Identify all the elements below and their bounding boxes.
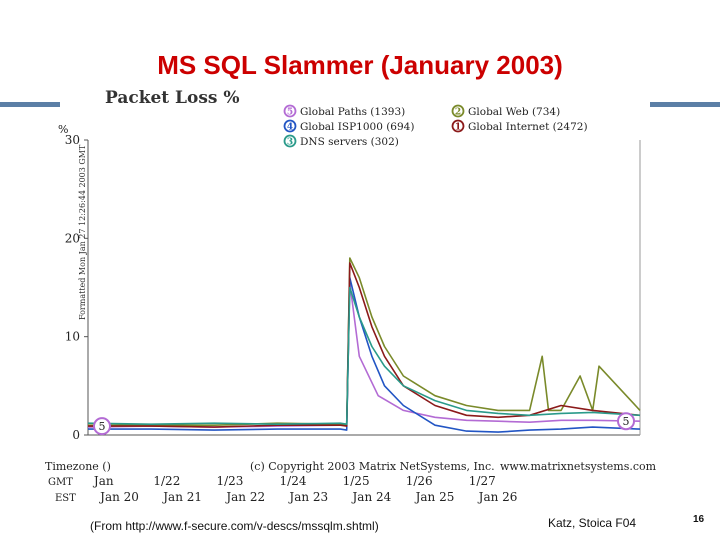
legend-number: 4 [287,123,293,133]
series-line [88,276,641,433]
side-timestamp-label: Formatted Mon Jan 27 12:26:44 2003 GMT [78,144,87,320]
legend-item: 2 Global Web (734) [451,104,560,118]
legend-label: DNS servers (302) [300,136,399,148]
gmt-date-label: 1/26 [406,474,433,488]
chart-svg: Packet Loss % % Formatted Mon Jan 27 12:… [45,88,657,504]
legend-item: 1 Global Internet (2472) [451,119,588,133]
y-tick-label: 20 [65,231,80,245]
source-citation: (From http://www.f-secure.com/v-descs/ms… [90,519,379,533]
copyright-label: (c) Copyright 2003 Matrix NetSystems, In… [250,460,495,473]
page-number: 16 [693,514,705,525]
est-date-label: Jan 24 [350,490,391,504]
gmt-date-label: 1/22 [153,474,180,488]
legend-swatch [451,104,465,118]
gmt-date-label: 1/23 [216,474,243,488]
gmt-date-label: 1/27 [469,474,496,488]
legend-number: 3 [287,138,293,148]
x-axis-footer: Timezone () GMT EST (c) Copyright 2003 M… [45,460,657,504]
est-date-label: Jan 23 [287,490,328,504]
slide-title: MS SQL Slammer (January 2003) [157,50,563,80]
est-date-label: Jan 20 [98,490,139,504]
gmt-date-label: Jan [92,474,114,488]
author-label: Katz, Stoica F04 [548,516,637,530]
decorative-rule-right [650,102,720,107]
est-date-label: Jan 26 [477,490,518,504]
legend-swatch [451,119,465,133]
marker-circle [93,417,111,436]
series-end-marker: 5 [617,412,635,431]
legend-number: 1 [455,123,461,133]
series-line [88,257,641,427]
legend-number: 2 [455,108,461,118]
legend-label: Global ISP1000 (694) [300,121,414,133]
series-group [87,257,641,433]
legend-swatch [283,104,297,118]
legend-item: 4 Global ISP1000 (694) [283,119,414,133]
legend-item: 5 Global Paths (1393) [283,104,405,118]
y-axis-label: % [58,123,68,136]
decorative-rule-left [0,102,60,107]
series-line [87,286,641,426]
gmt-date-label: 1/24 [280,474,307,488]
gmt-label: GMT [48,477,73,488]
site-label: www.matrixnetsystems.com [500,460,657,473]
est-date-label: Jan 22 [224,490,265,504]
legend-label: Global Paths (1393) [300,106,405,118]
marker-label: 5 [99,420,106,433]
y-tick-label: 10 [65,330,80,344]
legend-swatch [283,134,297,148]
legend-label: Global Internet (2472) [468,121,588,133]
chart-title: Packet Loss % [105,88,240,108]
legend-number: 5 [287,108,293,118]
legend-label: Global Web (734) [468,106,560,118]
legend: 5 Global Paths (1393) 2 Global Web (734) 4 Gl… [283,104,588,148]
axes: 0 10 20 30 [65,133,641,442]
y-tick-label: 0 [72,428,80,442]
marker-label: 5 [623,415,630,428]
y-tick-label: 30 [65,133,80,147]
marker-circle [617,412,635,431]
timezone-label: Timezone () [45,460,111,473]
legend-swatch [283,119,297,133]
est-date-label: Jan 21 [161,490,202,504]
est-date-label: Jan 25 [414,490,455,504]
series-line [88,262,641,428]
gmt-date-label: 1/25 [343,474,370,488]
packet-loss-chart: Packet Loss % % Formatted Mon Jan 27 12:… [0,85,720,510]
legend-item: 3 DNS servers (302) [283,134,399,148]
est-label: EST [55,493,76,504]
series-end-marker: 5 [93,417,111,436]
